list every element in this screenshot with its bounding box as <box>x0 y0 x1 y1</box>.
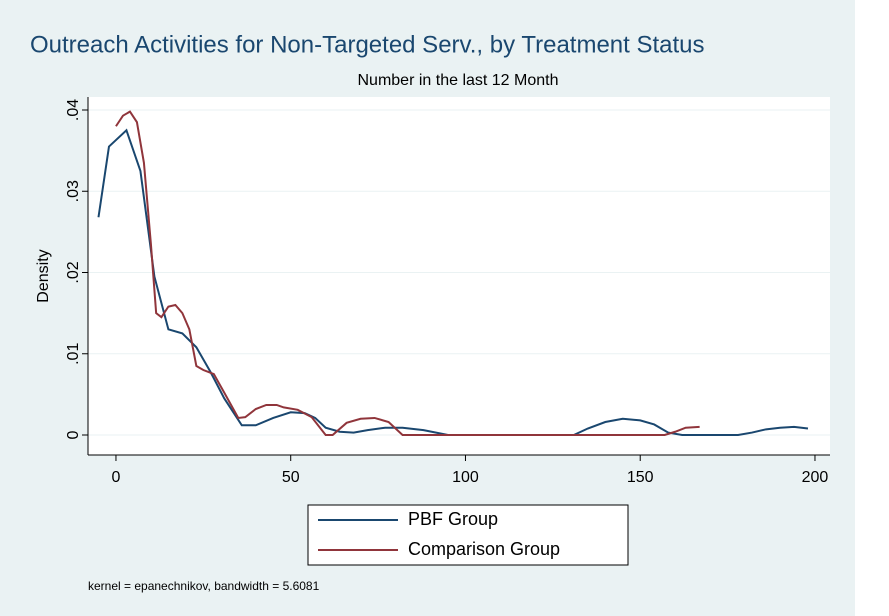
x-tick-label: 0 <box>112 469 121 486</box>
x-tick-label: 150 <box>627 469 654 486</box>
legend-label: PBF Group <box>408 509 498 529</box>
y-tick-label: 0 <box>65 430 82 439</box>
legend-label: Comparison Group <box>408 539 560 559</box>
x-tick-label: 200 <box>802 469 829 486</box>
chart-subtitle: Number in the last 12 Month <box>358 72 559 89</box>
y-tick-label: .02 <box>65 261 82 283</box>
chart-title: Outreach Activities for Non-Targeted Ser… <box>30 31 705 58</box>
legend <box>307 504 629 566</box>
y-tick-label: .01 <box>65 343 82 365</box>
plot-area <box>88 97 830 455</box>
y-tick-label: .03 <box>65 180 82 202</box>
line <box>97 128 809 437</box>
x-tick-label: 100 <box>452 469 479 486</box>
y-axis-title: Density <box>35 249 52 302</box>
y-tick-label: .04 <box>65 99 82 121</box>
line <box>115 110 700 437</box>
note: kernel = epanechnikov, bandwidth = 5.608… <box>88 579 320 593</box>
x-tick-label: 50 <box>282 469 300 486</box>
